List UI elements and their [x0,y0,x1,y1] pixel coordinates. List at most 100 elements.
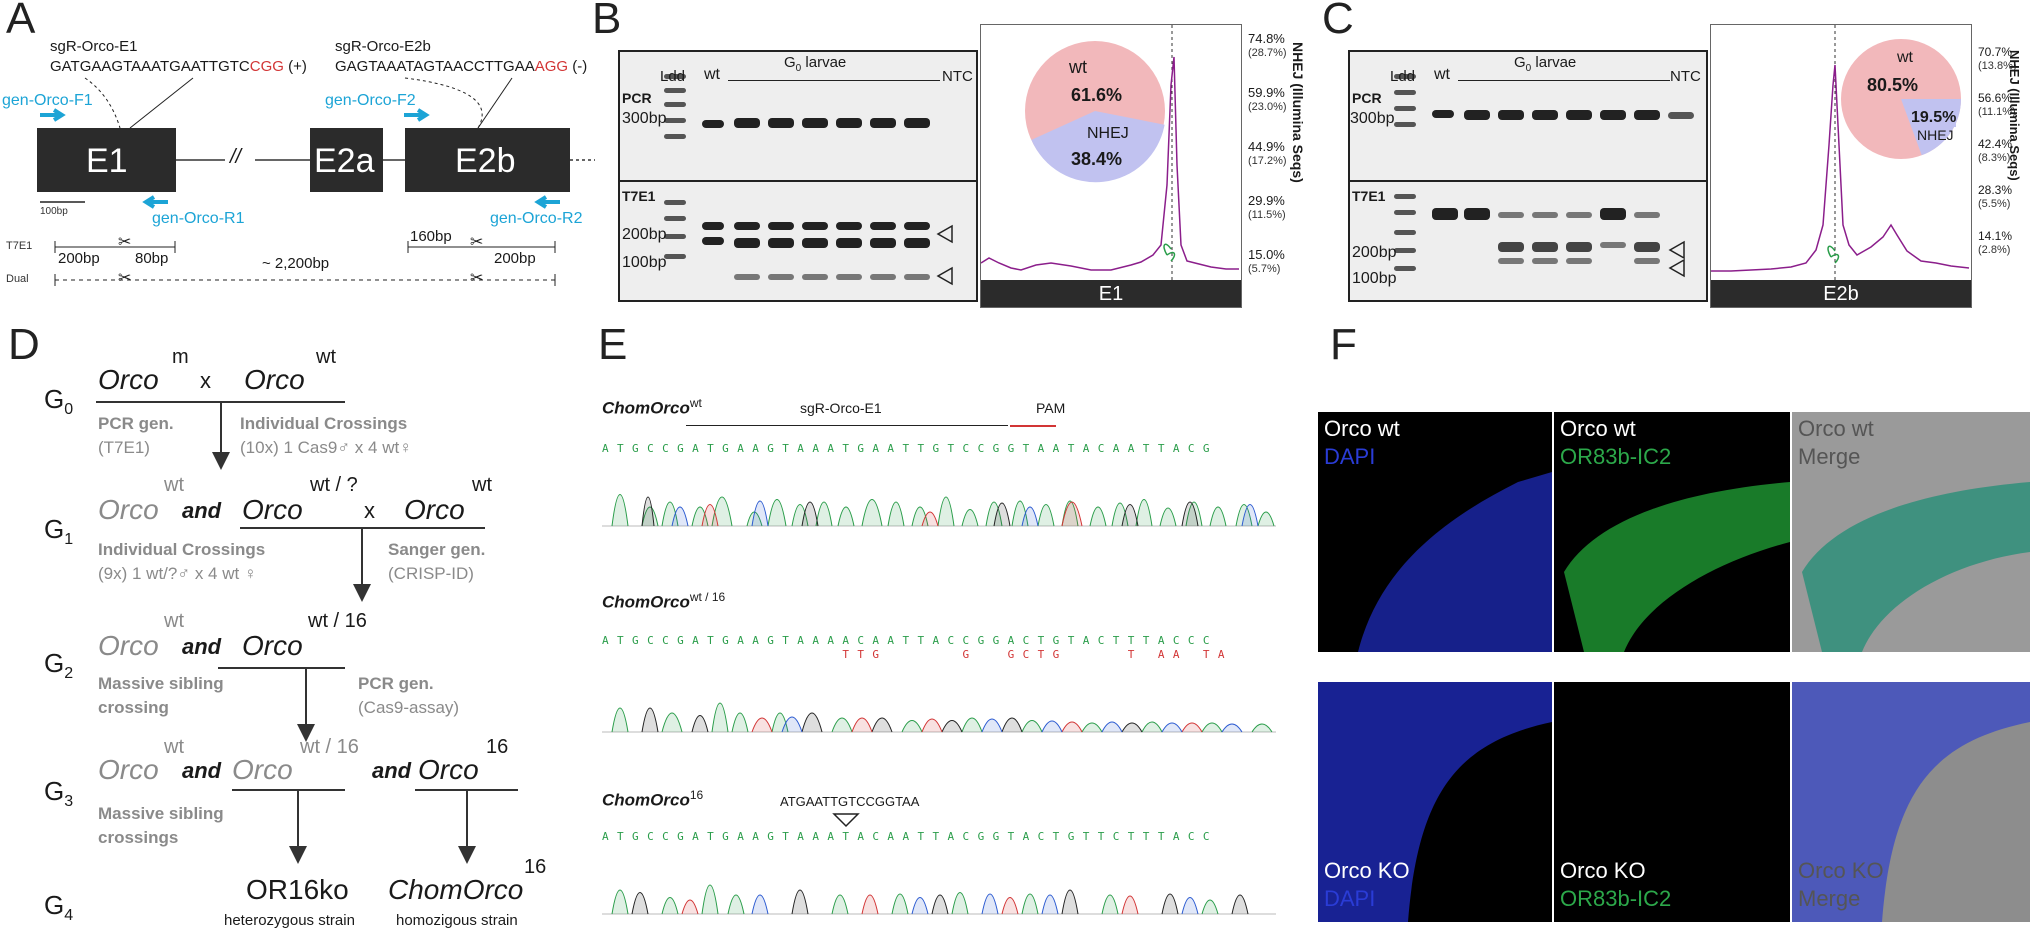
sg1-name: sgR-Orco-E1 [50,38,138,55]
hom-strain-label: homozigous strain [396,912,518,929]
larvae-bracket [728,80,940,81]
frag-160: 160bp [410,228,452,245]
exon-e2b-label: E2b [455,142,516,180]
massive-sibling-2: Massive sibling [98,804,224,823]
pcr-gel-c [1348,50,1708,182]
cas9-assay: (Cas9-assay) [358,698,460,717]
micro-label-channel: Merge [1798,886,1861,911]
scale-label: 100bp [40,206,68,217]
sup-wt-g2: wt [164,610,184,632]
gen-g3: G3 [44,776,74,811]
seq-wt16-b: TTG G GCTG T AA TA [602,648,1263,661]
or16ko-label: OR16ko [246,874,349,905]
nhej-axis-title-c: NHEJ (Illumina Seqs) [2007,50,2022,181]
het-strain-label: heterozygous strain [224,912,355,929]
panel-e-label: E [598,320,628,369]
orco-wt-g2: Orco [98,630,159,661]
sup-wt16-g3: wt / 16 [300,736,359,758]
amplicon-label-c: E2b [1823,283,1859,305]
nhej-axis-ticks-b: 74.8% (28.7%) 59.9% (23.0%) 44.9% (17.2%) 2… [1248,31,1287,275]
nhej-trace-c [1711,25,1971,307]
size-100-label: 100bp [1352,270,1397,287]
intron-break: // [230,146,242,168]
frag-80: 80bp [135,250,169,267]
exon-e2a-label: E2a [314,142,375,180]
pcr-size-label: 300bp [622,110,667,127]
frag-200-e2b: 200bp [494,250,536,267]
t7e1-gel-b [618,180,978,302]
sg1-pam: CGG [249,58,284,75]
individual-crossings-2-detail: (9x) 1 wt/?♂ x 4 wt ♀ [98,564,257,583]
orco-wt-g1b: Orco [404,494,465,525]
nhej-trace-b [980,25,1241,307]
individual-crossings-1: Individual Crossings [240,414,408,433]
primer-f2: gen-Orco-F2 [325,92,416,109]
insertion-seq: ATGAATTGTCCGGTAA [780,794,920,809]
primer-f1: gen-Orco-F1 [2,92,93,109]
ladder-label: Ldd [1390,68,1416,85]
trace2-name: ChomOrcowt / 16 [602,590,726,612]
panel-b-label: B [592,0,622,43]
orco-m: Orco [98,364,159,395]
sg2-sequence: GAGTAAATAGTAACCTTGAAAGG (-) [335,58,587,75]
sup-wt16: wt / 16 [308,610,367,632]
crossing-scheme-svg [96,401,518,864]
gen-g1: G1 [44,514,74,549]
sg2-seq: GAGTAAATAGTAACCTTGAA [335,58,535,75]
gene-model-svg [37,77,595,286]
massive-sibling-2b: crossings [98,828,179,847]
larvae-bracket [1458,80,1670,81]
larvae-label: G0 larvae [1514,54,1577,74]
and-g2: and [182,634,222,659]
chromatogram-wt16 [602,702,1276,733]
micrograph-wt-dapi: Orco wt DAPI [1318,412,1552,652]
gen-g4: G4 [44,890,74,925]
cleavage-arrowheads [936,224,953,286]
ntc-label: NTC [1670,68,1701,85]
ladder-label: Ldd [660,68,686,85]
nhej-axis-title-b: NHEJ (Illumina Seqs) [1290,42,1306,183]
micrograph-wt-or83b: Orco wt OR83b-IC2 [1554,412,1790,652]
t7e1-gel-c [1348,180,1708,302]
scissors-icon: ✂ [470,234,484,251]
dual-span: ~ 2,200bp [262,255,330,272]
sg2-name: sgR-Orco-E2b [335,38,431,55]
sup-wt-g1: wt [164,474,184,496]
orco-wt16: Orco [242,630,303,661]
pie-nhej-label-c: NHEJ [1917,127,1954,143]
orco-wt: Orco [244,364,305,395]
nhej-plot-c: wt 80.5% 19.5% NHEJ E2b [1710,24,1972,308]
scissors-icon: ✂ [118,234,132,251]
sg1-seq: GATGAAGTAAATGAATTGTC [50,58,250,75]
pie-nhej-value-b: 38.4% [1071,149,1123,169]
pcr-size-label: 300bp [1350,110,1395,127]
micro-label-channel: Merge [1798,444,1861,469]
pie-wt-value-b: 61.6% [1071,85,1123,105]
pcr-label: PCR [1352,90,1382,106]
chromatogram-16 [602,884,1276,915]
pie-wt-value-c: 80.5% [1867,75,1919,95]
orco-16: Orco [418,754,479,785]
sanger-label: Sanger gen. [388,540,486,559]
sg2-strand: (-) [572,58,588,75]
size-200-label: 200bp [1352,244,1397,261]
orco-wt-g3: Orco [98,754,159,785]
amplicon-label-b: E1 [1098,283,1124,305]
pam-label: PAM [1036,400,1066,416]
insertion-arrowhead [832,813,860,828]
seq-16: ATGCCGATGAAGTAAATACAATTACGGTACTGTTCTTTAC… [602,830,1218,843]
micro-label-top: Orco wt [1560,416,1636,441]
and-g3a: and [182,758,222,783]
sup-16-g4: 16 [524,856,547,878]
sg1-sequence: GATGAAGTAAATGAATTGTCCGG (+) [50,58,307,75]
pie-chart-b [1025,41,1165,183]
pam-bar [1010,425,1056,427]
size-200-label: 200bp [622,226,667,243]
micro-label-channel: OR83b-IC2 [1560,444,1672,469]
t7e1-label: T7E1 [1352,188,1386,204]
pcr-label: PCR [622,90,652,106]
pie-wt-label-c: wt [1897,49,1913,66]
nhej-plot-b: wt 61.6% NHEJ 38.4% E1 [980,24,1242,308]
pie-nhej-label-b: NHEJ [1087,125,1129,142]
micro-label-channel: DAPI [1324,886,1376,911]
